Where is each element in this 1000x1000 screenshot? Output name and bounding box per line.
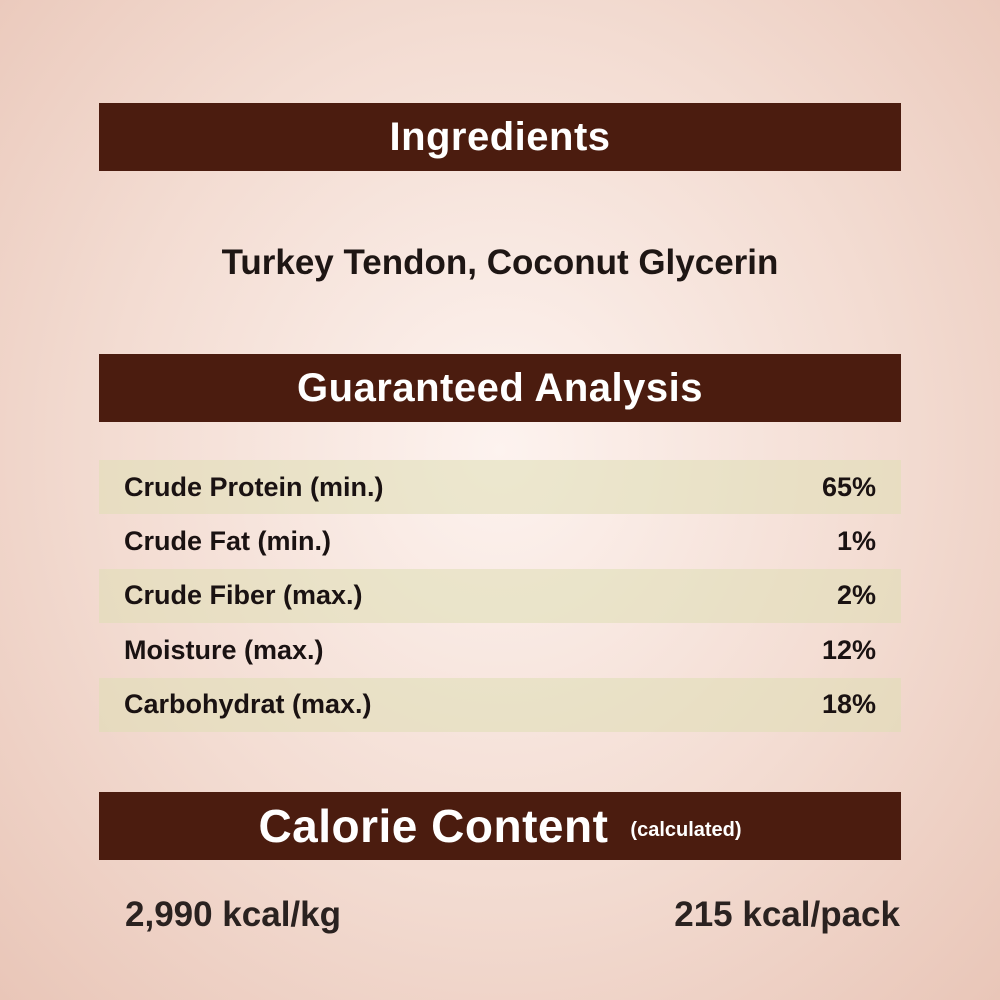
row-value: 2% bbox=[836, 580, 876, 611]
table-row: Moisture (max.) 12% bbox=[99, 623, 901, 677]
analysis-banner: Guaranteed Analysis bbox=[99, 354, 901, 422]
row-value: 18% bbox=[821, 689, 876, 720]
calorie-heading: Calorie Content bbox=[258, 800, 609, 852]
calorie-per-kg: 2,990 kcal/kg bbox=[125, 895, 341, 934]
table-row: Crude Fiber (max.) 2% bbox=[99, 568, 901, 624]
row-value: 1% bbox=[836, 526, 876, 557]
ingredients-banner: Ingredients bbox=[99, 103, 901, 171]
row-label: Moisture (max.) bbox=[124, 634, 324, 665]
table-row: Crude Protein (min.) 65% bbox=[99, 460, 901, 515]
table-row: Carbohydrat (max.) 18% bbox=[99, 677, 901, 732]
analysis-heading: Guaranteed Analysis bbox=[297, 365, 703, 410]
row-label: Crude Protein (min.) bbox=[124, 471, 384, 502]
ingredients-text: Turkey Tendon, Coconut Glycerin bbox=[221, 243, 779, 282]
row-value: 12% bbox=[821, 634, 876, 665]
analysis-table: Crude Protein (min.) 65% Crude Fat (min.)… bbox=[99, 460, 901, 732]
calorie-subheading: (calculated) bbox=[630, 818, 742, 841]
calorie-banner: Calorie Content (calculated) bbox=[99, 792, 901, 860]
row-value: 65% bbox=[821, 471, 876, 502]
calorie-per-pack: 215 kcal/pack bbox=[674, 895, 900, 934]
row-label: Crude Fat (min.) bbox=[124, 526, 331, 557]
row-label: Crude Fiber (max.) bbox=[124, 580, 363, 611]
table-row: Crude Fat (min.) 1% bbox=[99, 514, 901, 568]
row-label: Carbohydrat (max.) bbox=[124, 689, 372, 720]
ingredients-heading: Ingredients bbox=[389, 114, 611, 159]
